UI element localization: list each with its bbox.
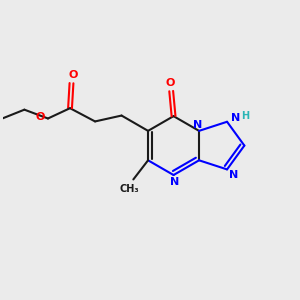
Text: N: N (231, 113, 240, 123)
Text: CH₃: CH₃ (119, 184, 139, 194)
Text: O: O (68, 70, 78, 80)
Text: N: N (193, 120, 202, 130)
Text: N: N (229, 170, 238, 180)
Text: H: H (241, 112, 249, 122)
Text: N: N (170, 177, 180, 188)
Text: O: O (35, 112, 44, 122)
Text: O: O (165, 78, 174, 88)
